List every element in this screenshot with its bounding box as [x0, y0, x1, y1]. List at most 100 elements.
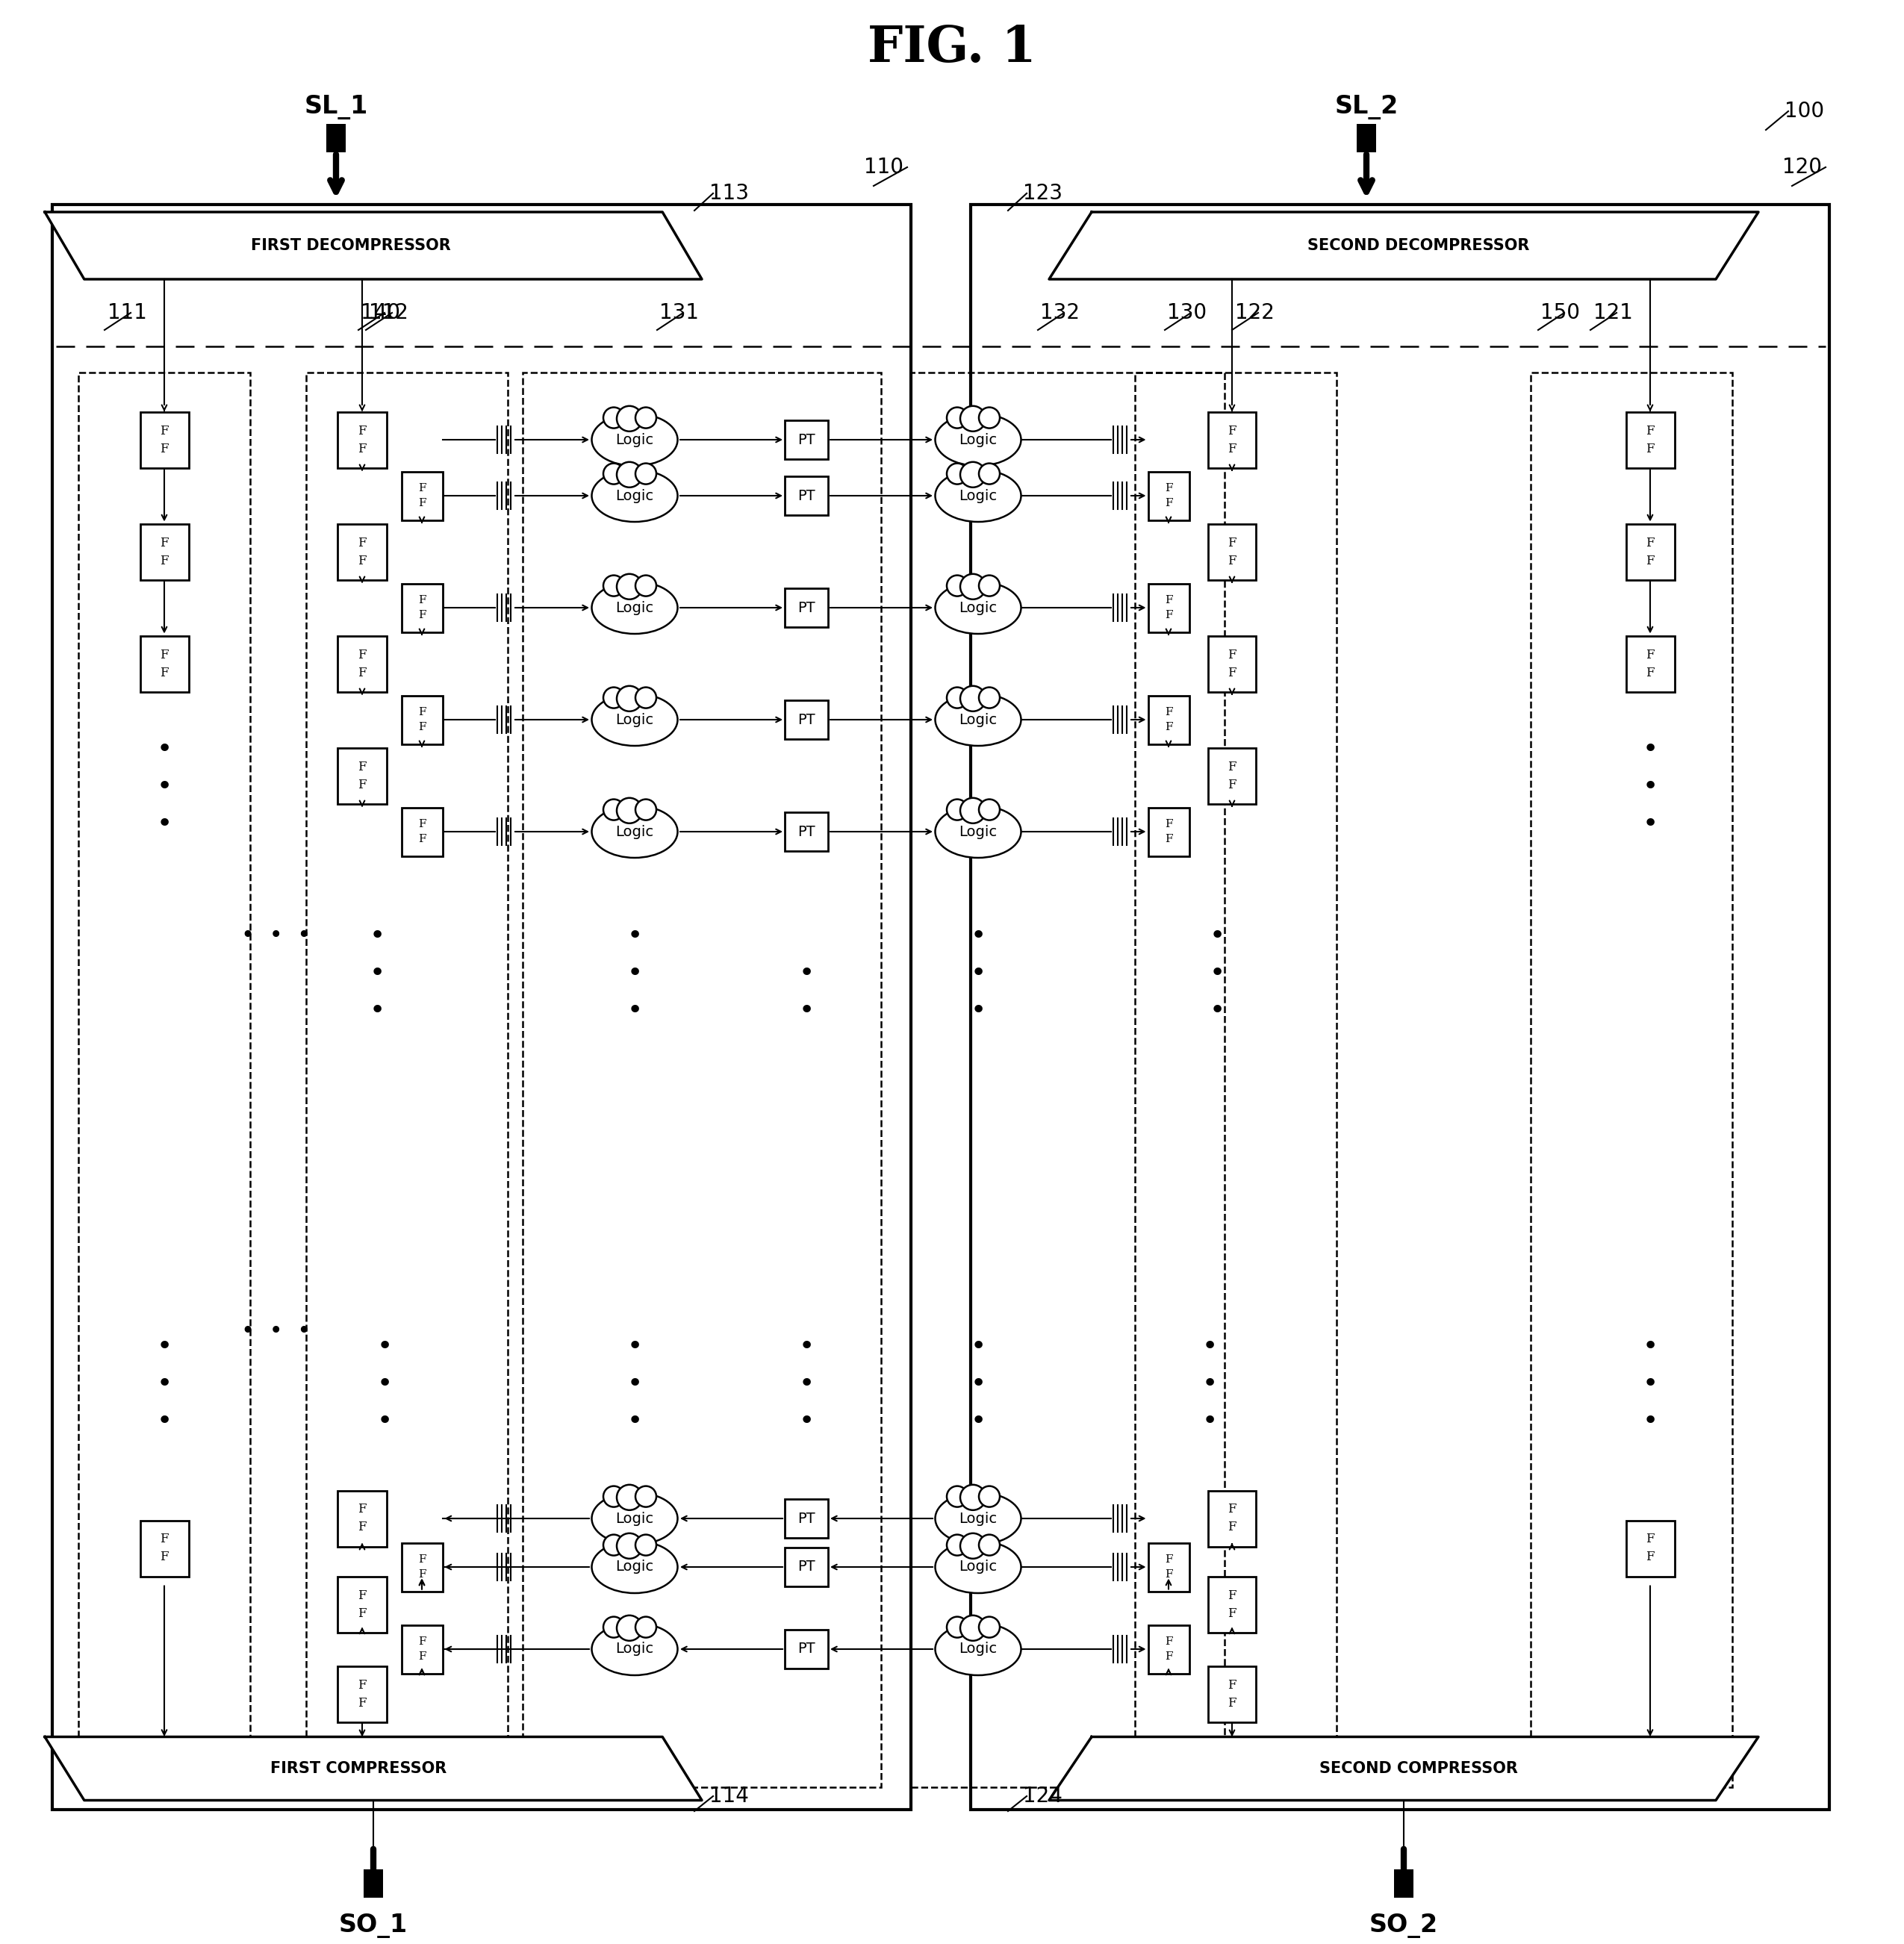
Circle shape	[946, 408, 967, 428]
Polygon shape	[46, 212, 703, 280]
Text: F: F	[1228, 760, 1236, 774]
Bar	[784, 589, 828, 628]
Text: •: •	[1641, 811, 1658, 836]
Text: SECOND DECOMPRESSOR: SECOND DECOMPRESSOR	[1308, 239, 1529, 253]
Bar	[337, 1666, 387, 1722]
Circle shape	[979, 1485, 1000, 1507]
Bar	[337, 748, 387, 803]
Text: F: F	[419, 1569, 426, 1580]
Text: 150: 150	[1540, 303, 1580, 323]
Text: PT: PT	[798, 434, 815, 447]
Circle shape	[960, 573, 986, 599]
Text: F: F	[1165, 1569, 1173, 1580]
Text: F: F	[1165, 834, 1173, 844]
Text: Logic: Logic	[960, 1559, 998, 1575]
Text: 124: 124	[1022, 1787, 1062, 1806]
Text: F: F	[419, 595, 426, 605]
Circle shape	[946, 1485, 967, 1507]
Bar	[141, 523, 188, 579]
Text: F: F	[419, 1555, 426, 1565]
Text: •: •	[626, 1334, 642, 1359]
Circle shape	[960, 1485, 986, 1510]
Circle shape	[617, 1534, 642, 1559]
Bar	[337, 412, 387, 469]
Ellipse shape	[935, 470, 1021, 521]
Text: 122: 122	[1234, 303, 1274, 323]
Bar	[971, 204, 1830, 1810]
Text: F: F	[358, 1503, 366, 1516]
Bar	[402, 1544, 442, 1592]
Text: •: •	[1201, 1334, 1217, 1359]
Text: 110: 110	[864, 157, 904, 177]
Circle shape	[617, 463, 642, 488]
Text: SECOND COMPRESSOR: SECOND COMPRESSOR	[1319, 1761, 1517, 1777]
Text: F: F	[1165, 498, 1173, 509]
Text: •: •	[971, 997, 986, 1023]
Bar	[1148, 1544, 1190, 1592]
Circle shape	[636, 1617, 657, 1637]
Text: F: F	[419, 834, 426, 844]
Text: Logic: Logic	[615, 434, 653, 447]
Text: •: •	[156, 1371, 171, 1398]
Text: F: F	[1228, 1608, 1236, 1619]
Text: •: •	[798, 1409, 815, 1435]
Circle shape	[960, 1534, 986, 1559]
Text: •: •	[626, 1409, 642, 1435]
Text: F: F	[419, 721, 426, 733]
Text: F: F	[358, 649, 366, 661]
Circle shape	[617, 797, 642, 824]
Circle shape	[636, 408, 657, 428]
Text: 140: 140	[362, 303, 400, 323]
Text: •: •	[1641, 1409, 1658, 1435]
Text: F: F	[358, 1588, 366, 1602]
Text: •: •	[1641, 1371, 1658, 1398]
Circle shape	[636, 463, 657, 484]
Bar	[1626, 523, 1674, 579]
Polygon shape	[46, 1736, 703, 1800]
Bar	[1207, 748, 1257, 803]
Text: 112: 112	[369, 303, 407, 323]
Bar	[364, 1870, 383, 1897]
Text: F: F	[160, 1551, 169, 1563]
Circle shape	[604, 1534, 625, 1555]
Circle shape	[636, 1485, 657, 1507]
Text: •  •  •: • • •	[242, 925, 310, 947]
Bar	[337, 1577, 387, 1633]
Ellipse shape	[935, 694, 1021, 746]
Text: PT: PT	[798, 1510, 815, 1526]
Text: FIRST DECOMPRESSOR: FIRST DECOMPRESSOR	[251, 239, 451, 253]
Text: F: F	[358, 778, 366, 791]
Text: •: •	[626, 960, 642, 986]
Circle shape	[960, 1615, 986, 1641]
Text: F: F	[1228, 1588, 1236, 1602]
Ellipse shape	[592, 470, 678, 521]
Bar	[1358, 124, 1377, 152]
Text: Logic: Logic	[960, 1510, 998, 1526]
Text: F: F	[419, 708, 426, 717]
Text: •: •	[798, 960, 815, 986]
Text: •: •	[377, 1409, 392, 1435]
Text: F: F	[1165, 818, 1173, 830]
Text: 123: 123	[1022, 183, 1062, 204]
Circle shape	[617, 406, 642, 432]
Ellipse shape	[592, 414, 678, 467]
Text: •: •	[971, 960, 986, 986]
Text: SO_2: SO_2	[1369, 1913, 1438, 1938]
Bar	[1626, 1520, 1674, 1577]
Text: F: F	[160, 537, 169, 548]
Circle shape	[946, 575, 967, 597]
Text: F: F	[1228, 424, 1236, 437]
Text: •: •	[377, 1371, 392, 1398]
Polygon shape	[1049, 1736, 1759, 1800]
Text: Logic: Logic	[960, 1643, 998, 1656]
Text: PT: PT	[798, 713, 815, 727]
Text: F: F	[160, 1534, 169, 1545]
Text: F: F	[1165, 1650, 1173, 1662]
Text: •: •	[156, 737, 171, 762]
Bar	[1207, 1577, 1257, 1633]
Ellipse shape	[935, 1542, 1021, 1594]
Bar	[51, 204, 910, 1810]
Bar	[402, 1625, 442, 1674]
Text: F: F	[358, 1678, 366, 1691]
Bar	[1626, 636, 1674, 692]
